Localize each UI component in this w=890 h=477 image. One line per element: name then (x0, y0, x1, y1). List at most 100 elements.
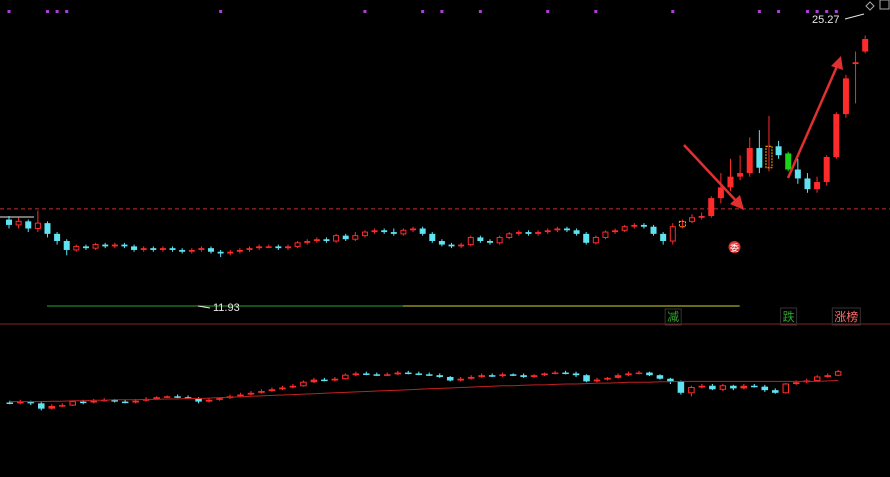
candle (174, 394, 181, 399)
candle (140, 246, 147, 252)
candle (834, 369, 842, 377)
signal-tag: 跌 (783, 309, 795, 324)
candle (256, 244, 263, 250)
candle (438, 239, 445, 247)
candle (730, 384, 737, 391)
candle (765, 115, 773, 172)
candle (268, 387, 276, 392)
top-marker (825, 10, 829, 13)
candle (436, 373, 443, 378)
candle (756, 130, 763, 174)
candle (572, 371, 580, 377)
panel-corner-icon[interactable] (879, 0, 890, 10)
candle (323, 237, 330, 243)
candle (554, 226, 561, 233)
candle (625, 371, 632, 377)
sub-moving-average (9, 380, 839, 403)
candle (188, 248, 195, 254)
candle (15, 217, 22, 229)
candle (737, 155, 744, 181)
candle (656, 374, 664, 380)
candle (852, 51, 859, 104)
top-marker (834, 10, 838, 13)
candle (373, 372, 381, 377)
ma-line (9, 380, 839, 403)
top-marker (7, 10, 11, 13)
top-marker (757, 10, 761, 13)
candle (688, 385, 695, 397)
candle (150, 246, 157, 252)
top-marker (777, 10, 781, 13)
candle (448, 242, 455, 249)
candle (660, 232, 667, 245)
candle (361, 230, 368, 238)
candle (371, 228, 378, 234)
candle (236, 248, 243, 254)
candle (814, 176, 821, 193)
candle (246, 246, 253, 252)
candle (92, 242, 99, 250)
candle (169, 246, 176, 252)
arrow-down-right (683, 144, 741, 206)
candle (331, 376, 339, 382)
candle (457, 376, 464, 382)
top-marker (478, 10, 482, 13)
candle (300, 380, 307, 387)
candle (44, 221, 51, 238)
candle (425, 372, 433, 377)
candle (772, 388, 779, 394)
candle (621, 224, 628, 233)
candle (499, 372, 506, 377)
diamond-icon[interactable] (865, 1, 875, 11)
arrow-up-right-head (831, 56, 843, 70)
candle (217, 249, 224, 258)
candle (727, 158, 734, 191)
candle (111, 242, 118, 249)
top-signal-markers (7, 10, 838, 13)
candle (208, 246, 215, 254)
candle (709, 384, 716, 391)
candle (294, 241, 301, 249)
candle (746, 137, 753, 177)
candle (823, 155, 830, 186)
candle (614, 373, 622, 379)
high-price-pointer (844, 13, 865, 20)
candle (48, 404, 56, 410)
candle (289, 384, 297, 389)
low-price-label: 11.93 (213, 302, 240, 314)
candle (804, 173, 811, 193)
candle (333, 233, 340, 243)
signal-tag: 减 (667, 310, 679, 324)
top-marker (594, 10, 598, 13)
candle (429, 232, 436, 243)
candle (646, 371, 653, 377)
candle (669, 223, 676, 245)
top-marker (440, 10, 444, 13)
top-marker (815, 10, 819, 13)
candle (446, 376, 454, 382)
candle (310, 377, 318, 384)
candle (488, 373, 496, 377)
candle (551, 370, 559, 375)
candle (6, 215, 12, 229)
candle (419, 226, 426, 236)
candle (321, 377, 328, 382)
signal-tag: 涨榜 (834, 309, 858, 324)
candle (265, 244, 272, 249)
candle (530, 374, 538, 378)
candle (717, 173, 724, 204)
candle (631, 223, 638, 229)
candle (478, 373, 485, 378)
candle (678, 219, 686, 229)
candle (121, 399, 129, 404)
candle (342, 233, 349, 242)
arrow-annotations (683, 56, 843, 210)
candle (604, 376, 611, 381)
signal-annotations: 减 跌 涨榜 委 (664, 241, 861, 326)
high-price-label: 25.27 (812, 14, 840, 26)
candle (279, 385, 286, 391)
candle (198, 246, 205, 252)
candle (650, 224, 657, 236)
top-marker (55, 10, 59, 13)
